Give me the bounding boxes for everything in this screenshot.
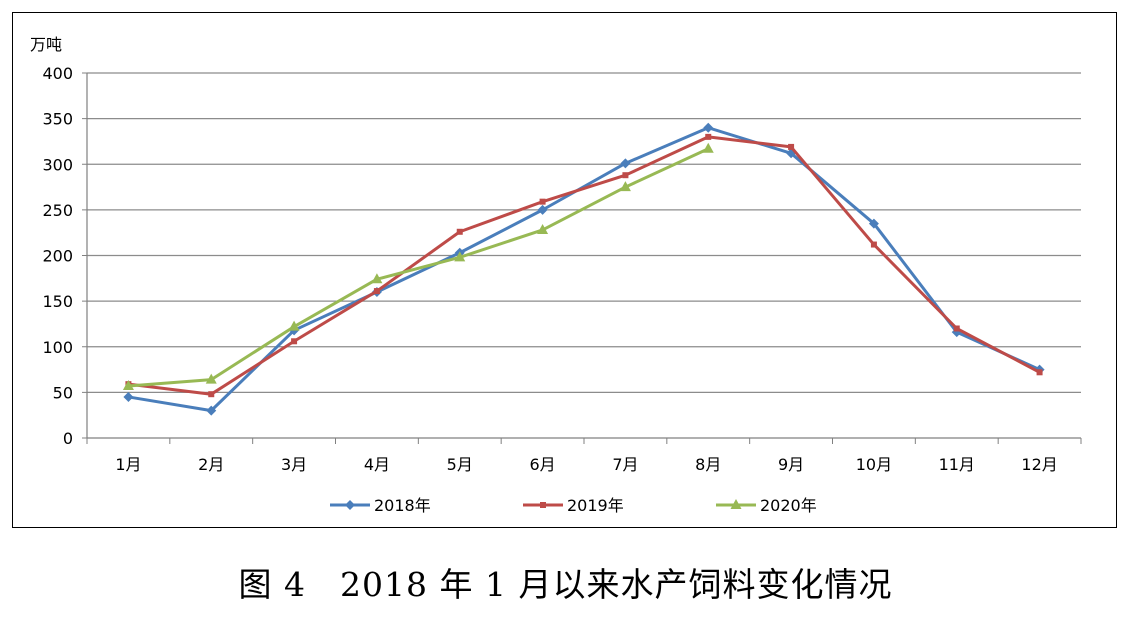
x-tick-label: 6月 [529, 455, 555, 474]
y-tick-label: 0 [63, 429, 73, 448]
data-point [371, 273, 383, 284]
x-tick-label: 8月 [695, 455, 721, 474]
data-point [208, 391, 215, 398]
y-tick-label: 100 [42, 338, 73, 357]
data-point [123, 391, 134, 402]
x-tick-label: 4月 [364, 455, 390, 474]
data-point [537, 223, 549, 234]
y-tick-label: 150 [42, 292, 73, 311]
data-point [291, 338, 298, 345]
legend-marker [345, 500, 355, 510]
x-tick-label: 3月 [281, 455, 307, 474]
legend-label: 2019年 [567, 496, 624, 515]
y-tick-label: 50 [53, 383, 73, 402]
data-point [373, 288, 380, 295]
x-tick-label: 1月 [115, 455, 141, 474]
data-point [456, 228, 463, 235]
data-point [620, 158, 631, 169]
legend-item: 2019年 [523, 496, 624, 515]
data-point [870, 241, 877, 248]
y-tick-label: 250 [42, 201, 73, 220]
data-point [205, 373, 217, 384]
x-tick-label: 7月 [612, 455, 638, 474]
legend-marker [540, 502, 546, 508]
data-point [206, 405, 217, 416]
data-point [1036, 369, 1043, 376]
x-tick-label: 10月 [856, 455, 892, 474]
legend-label: 2018年 [374, 496, 431, 515]
x-tick-label: 5月 [447, 455, 473, 474]
series-2020年 [122, 142, 714, 390]
data-point [454, 251, 466, 262]
y-tick-label: 350 [42, 110, 73, 129]
x-tick-label: 11月 [939, 455, 975, 474]
legend-item: 2018年 [330, 496, 431, 515]
legend-marker [730, 499, 742, 509]
data-point [288, 320, 300, 331]
line-chart: 万吨 0 50 100 150 200 250 300 350 400 1月 2月 3月 4月 5月 6月… [30, 35, 1082, 515]
x-tick-label: 9月 [778, 455, 804, 474]
data-point [953, 325, 960, 332]
data-point [622, 172, 629, 179]
series-line [128, 135, 1041, 396]
x-tick-label: 2月 [198, 455, 224, 474]
legend-item: 2020年 [716, 496, 817, 515]
y-tick-label: 300 [42, 155, 73, 174]
series-2018年 [123, 122, 1045, 416]
y-tick-label: 200 [42, 247, 73, 266]
data-point [122, 379, 134, 390]
data-point [705, 133, 712, 140]
data-point [703, 122, 714, 133]
data-point [619, 181, 631, 192]
data-point [539, 198, 546, 205]
chart-frame [12, 12, 1117, 528]
series-line [128, 126, 1041, 413]
figure-caption: 图 4 2018 年 1 月以来水产饲料变化情况 [238, 565, 893, 604]
data-point [537, 204, 548, 215]
series-line [128, 147, 709, 388]
data-point [702, 142, 714, 153]
data-point [788, 143, 795, 150]
data-point [868, 218, 879, 229]
y-axis-unit: 万吨 [30, 35, 62, 54]
legend-label: 2020年 [760, 496, 817, 515]
y-tick-label: 400 [42, 64, 73, 83]
x-tick-label: 12月 [1021, 455, 1057, 474]
